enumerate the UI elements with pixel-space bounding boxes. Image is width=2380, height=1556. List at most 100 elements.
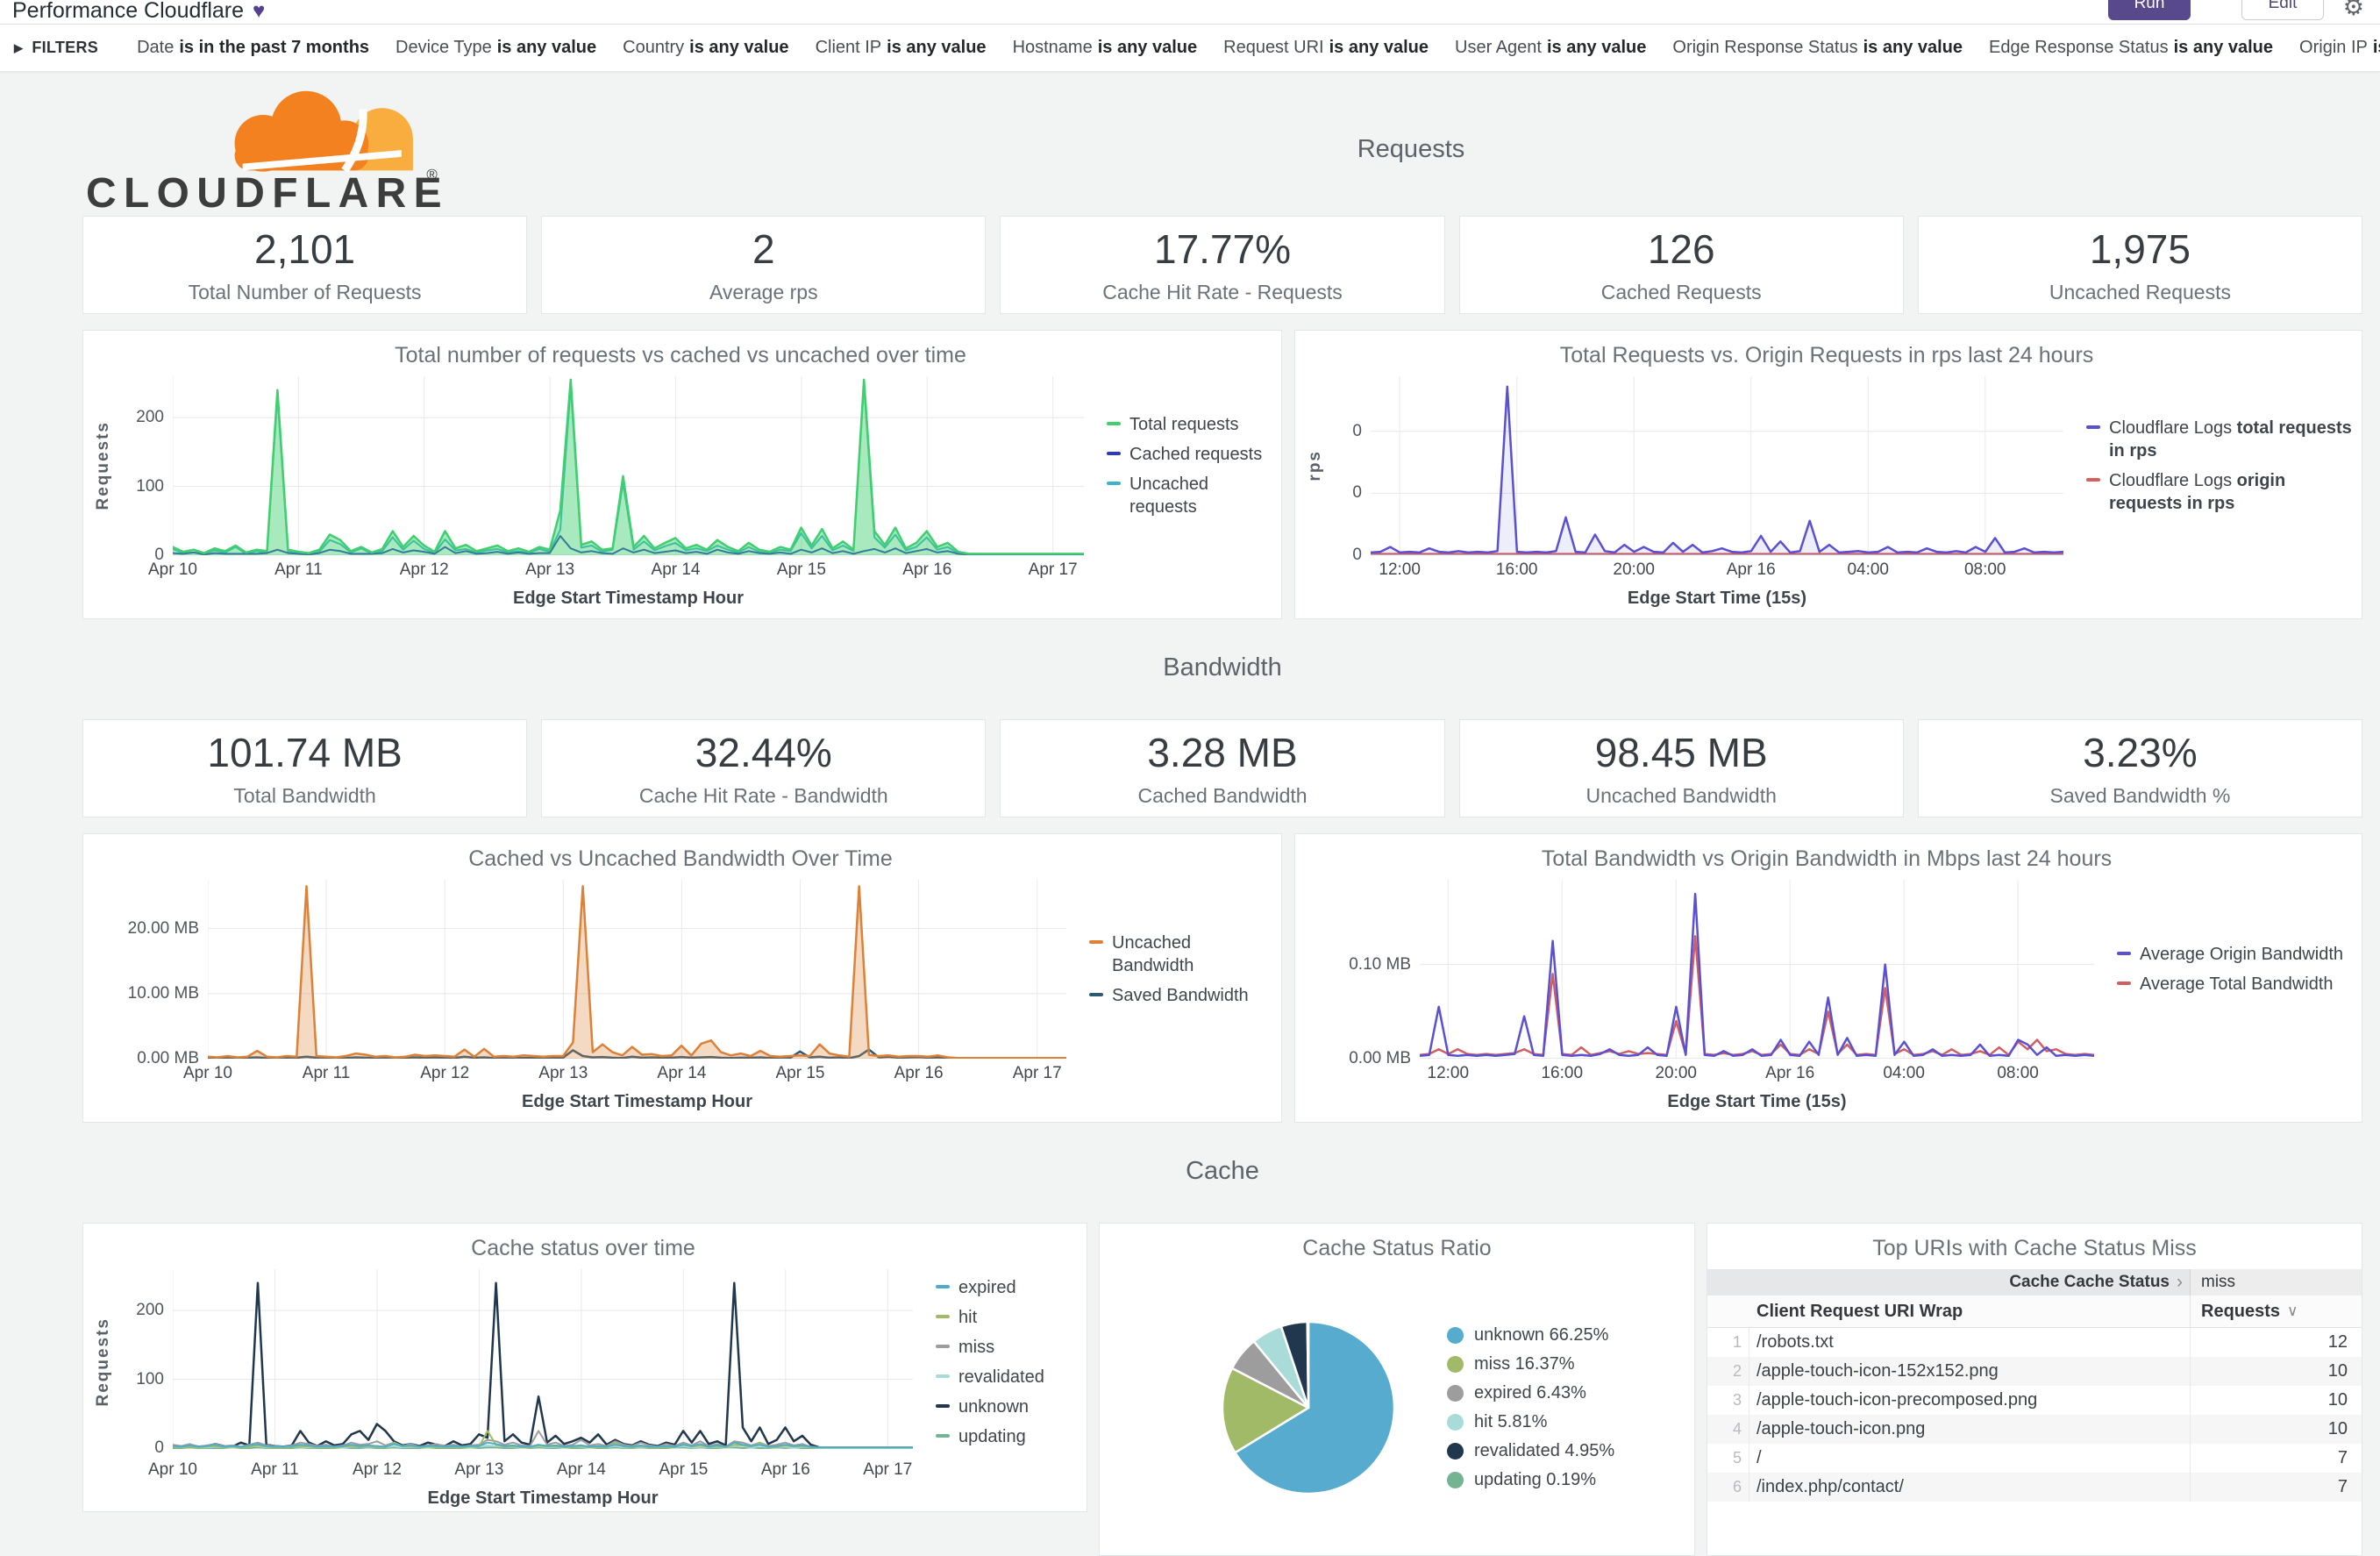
legend-item[interactable]: Uncached requests bbox=[1107, 473, 1272, 518]
filter-hostname[interactable]: Hostname is any value bbox=[1012, 38, 1198, 57]
chart-title: Total Bandwidth vs Origin Bandwidth in M… bbox=[1541, 846, 2113, 871]
legend-item[interactable]: Cached requests bbox=[1107, 443, 1272, 466]
chart-title: Cached vs Uncached Bandwidth Over Time bbox=[468, 846, 893, 871]
legend-dot bbox=[1447, 1327, 1464, 1344]
legend-item[interactable]: Uncached Bandwidth bbox=[1089, 931, 1272, 977]
pie-legend-item[interactable]: miss 16.37% bbox=[1447, 1354, 1614, 1374]
x-axis-title: Edge Start Timestamp Hour bbox=[512, 589, 745, 608]
uri-column-header[interactable]: Client Request URI Wrap bbox=[1756, 1301, 1963, 1321]
plot-area[interactable] bbox=[173, 1269, 913, 1455]
legend-label: Average Total Bandwidth bbox=[2140, 974, 2334, 994]
top-uris-cache-miss-table: Top URIs with Cache Status Miss Cache Ca… bbox=[1707, 1223, 2362, 1556]
legend-swatch bbox=[936, 1315, 950, 1318]
legend-label: expired 6.43% bbox=[1474, 1383, 1586, 1403]
legend-item[interactable]: updating bbox=[936, 1425, 1078, 1448]
legend-item[interactable]: Average Total Bandwidth bbox=[2117, 973, 2353, 996]
kpi-saved-bandwidth[interactable]: 3.23% Saved Bandwidth % bbox=[1917, 719, 2363, 817]
legend-label: unknown bbox=[958, 1397, 1030, 1417]
plot-area[interactable] bbox=[208, 880, 1066, 1059]
pivot-column-header[interactable]: Cache Cache Status › bbox=[1707, 1269, 2190, 1295]
kpi-label: Total Bandwidth bbox=[233, 784, 376, 807]
filters-toggle[interactable]: ▶ FILTERS bbox=[14, 39, 98, 57]
kpi-average-rps[interactable]: 2 Average rps bbox=[541, 216, 987, 314]
settings-gear-icon[interactable]: ⚙ bbox=[2338, 0, 2369, 22]
table-row[interactable]: 1/robots.txt 12 bbox=[1707, 1328, 2362, 1357]
legend-dot bbox=[1447, 1443, 1464, 1460]
legend-dot bbox=[1447, 1356, 1464, 1373]
pivot-header-row: Cache Cache Status › miss bbox=[1707, 1269, 2362, 1295]
legend-item[interactable]: Saved Bandwidth bbox=[1089, 984, 1272, 1007]
table-row[interactable]: 2/apple-touch-icon-152x152.png 10 bbox=[1707, 1357, 2362, 1386]
kpi-value: 126 bbox=[1647, 226, 1715, 272]
chevron-right-icon: › bbox=[2177, 1272, 2183, 1292]
x-axis-ticks: Apr 10 Apr 11 Apr 12 Apr 13 Apr 14 Apr 15 Apr … bbox=[183, 1064, 1062, 1082]
pivot-name: Cache Cache Status bbox=[2009, 1273, 2170, 1291]
legend-item[interactable]: miss bbox=[936, 1336, 1078, 1359]
filter-request-uri[interactable]: Request URI is any value bbox=[1223, 38, 1429, 57]
chart-title: Total Requests vs. Origin Requests in rp… bbox=[1559, 343, 2094, 368]
x-axis-ticks: Apr 10 Apr 11 Apr 12 Apr 13 Apr 14 Apr 15 Apr … bbox=[148, 560, 1078, 579]
legend-swatch bbox=[2086, 425, 2100, 429]
legend-item[interactable]: hit bbox=[936, 1306, 1078, 1329]
pie-legend-item[interactable]: updating 0.19% bbox=[1447, 1470, 1614, 1490]
x-axis-ticks: 12:00 16:00 20:00 Apr 16 04:00 08:00 bbox=[1379, 560, 2006, 579]
x-axis-ticks: Apr 10 Apr 11 Apr 12 Apr 13 Apr 14 Apr 15 Apr … bbox=[148, 1460, 913, 1479]
pie-legend-item[interactable]: expired 6.43% bbox=[1447, 1383, 1614, 1403]
table-row[interactable]: 3/apple-touch-icon-precomposed.png 10 bbox=[1707, 1386, 2362, 1415]
filter-client-ip[interactable]: Client IP is any value bbox=[815, 38, 987, 57]
table-row[interactable]: 4/apple-touch-icon.png 10 bbox=[1707, 1415, 2362, 1444]
kpi-cache-hit-rate-requests[interactable]: 17.77% Cache Hit Rate - Requests bbox=[1000, 216, 1445, 314]
legend-item[interactable]: unknown bbox=[936, 1395, 1078, 1418]
chart-legend: Uncached Bandwidth Saved Bandwidth bbox=[1066, 924, 1272, 1014]
filter-user-agent[interactable]: User Agent is any value bbox=[1455, 38, 1647, 57]
requests-column-header[interactable]: Requests ∨ bbox=[2190, 1295, 2362, 1327]
legend-item[interactable]: expired bbox=[936, 1276, 1078, 1299]
pie-legend-item[interactable]: revalidated 4.95% bbox=[1447, 1441, 1614, 1461]
pie-legend-item[interactable]: unknown 66.25% bbox=[1447, 1325, 1614, 1345]
legend-label: Cached requests bbox=[1129, 445, 1263, 464]
cloudflare-logo-image: CLOUDFLARE ® bbox=[86, 90, 442, 217]
legend-item[interactable]: Average Origin Bandwidth bbox=[2117, 943, 2353, 966]
edit-button[interactable]: Edit bbox=[2241, 0, 2324, 20]
kpi-value: 98.45 MB bbox=[1594, 730, 1768, 775]
page-title: Performance Cloudflare ♥ bbox=[0, 0, 265, 24]
kpi-total-requests[interactable]: 2,101 Total Number of Requests bbox=[82, 216, 528, 314]
legend-item[interactable]: revalidated bbox=[936, 1366, 1078, 1388]
legend-swatch bbox=[936, 1285, 950, 1288]
section-heading-requests: Requests bbox=[1357, 134, 1465, 163]
y-axis-ticks: 0 100 200 bbox=[136, 1301, 164, 1457]
kpi-total-bandwidth[interactable]: 101.74 MB Total Bandwidth bbox=[82, 719, 528, 817]
filter-device-type[interactable]: Device Type is any value bbox=[395, 38, 597, 57]
run-button[interactable]: Run bbox=[2108, 0, 2191, 20]
legend-item[interactable]: Cloudflare Logs total requests in rps bbox=[2086, 417, 2353, 462]
filter-edge-response-status[interactable]: Edge Response Status is any value bbox=[1989, 38, 2274, 57]
plot-area[interactable] bbox=[1420, 880, 2094, 1059]
kpi-cache-hit-rate-bandwidth[interactable]: 32.44% Cache Hit Rate - Bandwidth bbox=[541, 719, 987, 817]
table-row[interactable]: 6/index.php/contact/7 bbox=[1707, 1473, 2362, 1502]
pie-plot-area[interactable] bbox=[1218, 1317, 1399, 1498]
table-row[interactable]: 5/7 bbox=[1707, 1444, 2362, 1473]
kpi-cached-requests[interactable]: 126 Cached Requests bbox=[1458, 216, 1904, 314]
kpi-uncached-bandwidth[interactable]: 98.45 MB Uncached Bandwidth bbox=[1458, 719, 1904, 817]
pie-legend-item[interactable]: hit 5.81% bbox=[1447, 1412, 1614, 1432]
kpi-cached-bandwidth[interactable]: 3.28 MB Cached Bandwidth bbox=[1000, 719, 1445, 817]
legend-swatch bbox=[1107, 422, 1121, 425]
filter-date[interactable]: Date is in the past 7 months bbox=[137, 38, 370, 57]
kpi-value: 1,975 bbox=[2089, 226, 2191, 272]
filter-country[interactable]: Country is any value bbox=[623, 38, 789, 57]
plot-area[interactable] bbox=[1371, 376, 2063, 555]
requests-over-time-chart: Total number of requests vs cached vs un… bbox=[82, 330, 1282, 619]
pivot-value: miss bbox=[2190, 1269, 2362, 1295]
filter-origin-response-status[interactable]: Origin Response Status is any value bbox=[1672, 38, 1963, 57]
legend-item[interactable]: Total requests bbox=[1107, 413, 1272, 436]
kpi-uncached-requests[interactable]: 1,975 Uncached Requests bbox=[1917, 216, 2363, 314]
chart-title: Cache Status Ratio bbox=[1302, 1236, 1492, 1260]
legend-swatch bbox=[936, 1345, 950, 1348]
legend-item[interactable]: Cloudflare Logs origin requests in rps bbox=[2086, 469, 2353, 515]
plot-area[interactable] bbox=[173, 376, 1084, 555]
legend-swatch bbox=[2117, 981, 2131, 985]
chart-legend: Cloudflare Logs total requests in rps Clo… bbox=[2063, 410, 2353, 522]
kpi-label: Cached Bandwidth bbox=[1137, 784, 1308, 807]
legend-label: Average Origin Bandwidth bbox=[2140, 945, 2343, 964]
